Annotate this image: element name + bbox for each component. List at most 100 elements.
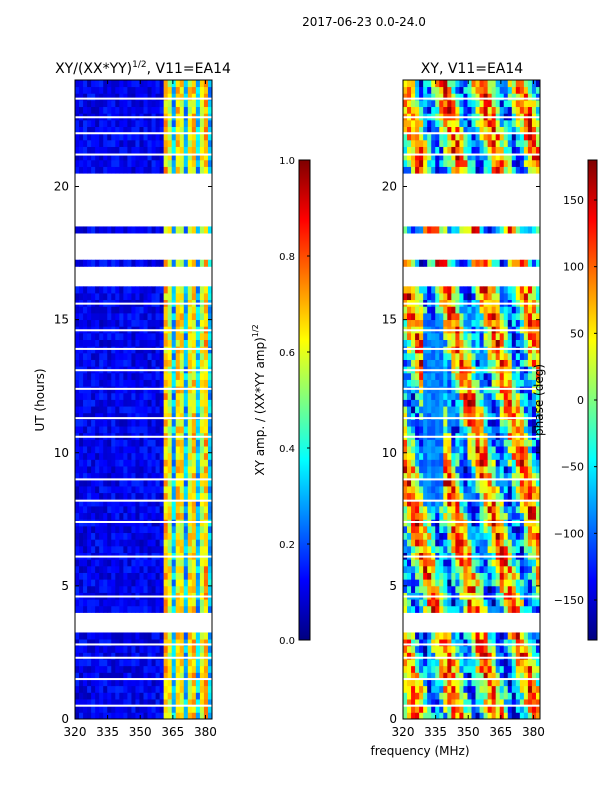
heatmap-cell	[403, 393, 407, 400]
heatmap-cell	[512, 333, 516, 340]
heatmap-cell	[180, 666, 184, 673]
heatmap-cell	[472, 446, 476, 453]
heatmap-cell	[103, 632, 107, 639]
heatmap-cell	[180, 293, 184, 300]
heatmap-cell	[439, 459, 443, 466]
heatmap-cell	[180, 313, 184, 320]
heatmap-cell	[168, 479, 172, 486]
heatmap-cell	[472, 632, 476, 639]
heatmap-cell	[184, 260, 188, 267]
heatmap-cell	[192, 419, 196, 426]
heatmap-cell	[176, 293, 180, 300]
heatmap-cell	[439, 573, 443, 580]
heatmap-cell	[427, 692, 431, 699]
heatmap-cell	[492, 426, 496, 433]
heatmap-cell	[439, 539, 443, 546]
heatmap-cell	[463, 546, 467, 553]
heatmap-cell	[168, 360, 172, 367]
heatmap-cell	[119, 353, 123, 360]
heatmap-cell	[435, 293, 439, 300]
heatmap-cell	[532, 167, 536, 174]
heatmap-cell	[472, 293, 476, 300]
heatmap-cell	[472, 419, 476, 426]
heatmap-cell	[115, 419, 119, 426]
heatmap-cell	[192, 459, 196, 466]
heatmap-cell	[455, 573, 459, 580]
heatmap-cell	[95, 380, 99, 387]
heatmap-cell	[403, 539, 407, 546]
heatmap-cell	[79, 466, 83, 473]
heatmap-cell	[123, 506, 127, 513]
heatmap-cell	[83, 133, 87, 140]
heatmap-cell	[480, 160, 484, 167]
heatmap-cell	[447, 679, 451, 686]
heatmap-cell	[200, 100, 204, 107]
heatmap-cell	[156, 486, 160, 493]
heatmap-cell	[139, 679, 143, 686]
heatmap-cell	[188, 686, 192, 693]
heatmap-cell	[156, 712, 160, 719]
heatmap-cell	[184, 479, 188, 486]
heatmap-cell	[139, 506, 143, 513]
heatmap-cell	[160, 147, 164, 154]
heatmap-cell	[180, 419, 184, 426]
heatmap-cell	[200, 486, 204, 493]
flagged-integration-line	[75, 500, 212, 502]
heatmap-cell	[443, 419, 447, 426]
heatmap-cell	[164, 526, 168, 533]
heatmap-cell	[99, 306, 103, 313]
heatmap-cell	[119, 513, 123, 520]
heatmap-cell	[180, 632, 184, 639]
heatmap-cell	[119, 526, 123, 533]
heatmap-cell	[516, 306, 520, 313]
heatmap-cell	[164, 306, 168, 313]
heatmap-cell	[75, 353, 79, 360]
heatmap-cell	[204, 666, 208, 673]
heatmap-cell	[168, 659, 172, 666]
heatmap-cell	[508, 439, 512, 446]
heatmap-cell	[83, 479, 87, 486]
heatmap-cell	[160, 679, 164, 686]
heatmap-cell	[407, 659, 411, 666]
heatmap-cell	[164, 147, 168, 154]
heatmap-cell	[484, 446, 488, 453]
heatmap-cell	[139, 426, 143, 433]
heatmap-cell	[504, 712, 508, 719]
heatmap-cell	[443, 160, 447, 167]
heatmap-cell	[463, 320, 467, 327]
heatmap-cell	[407, 493, 411, 500]
heatmap-cell	[164, 87, 168, 94]
flagged-integration-line	[75, 116, 212, 118]
heatmap-cell	[107, 526, 111, 533]
heatmap-cell	[152, 100, 156, 107]
heatmap-cell	[168, 439, 172, 446]
heatmap-cell	[87, 486, 91, 493]
heatmap-cell	[99, 333, 103, 340]
heatmap-cell	[415, 692, 419, 699]
heatmap-cell	[176, 599, 180, 606]
heatmap-cell	[188, 393, 192, 400]
heatmap-cell	[87, 286, 91, 293]
heatmap-cell	[95, 133, 99, 140]
heatmap-cell	[512, 632, 516, 639]
heatmap-cell	[476, 260, 480, 267]
heatmap-cell	[139, 692, 143, 699]
heatmap-cell	[508, 167, 512, 174]
heatmap-cell	[119, 586, 123, 593]
heatmap-cell	[135, 573, 139, 580]
heatmap-cell	[492, 586, 496, 593]
heatmap-cell	[87, 533, 91, 540]
heatmap-cell	[176, 486, 180, 493]
heatmap-cell	[200, 167, 204, 174]
heatmap-cell	[463, 679, 467, 686]
heatmap-cell	[168, 692, 172, 699]
heatmap-cell	[184, 659, 188, 666]
heatmap-cell	[488, 419, 492, 426]
heatmap-cell	[127, 140, 131, 147]
heatmap-cell	[451, 679, 455, 686]
heatmap-cell	[127, 659, 131, 666]
heatmap-cell	[463, 373, 467, 380]
heatmap-cell	[435, 260, 439, 267]
heatmap-cell	[484, 160, 488, 167]
heatmap-cell	[168, 373, 172, 380]
